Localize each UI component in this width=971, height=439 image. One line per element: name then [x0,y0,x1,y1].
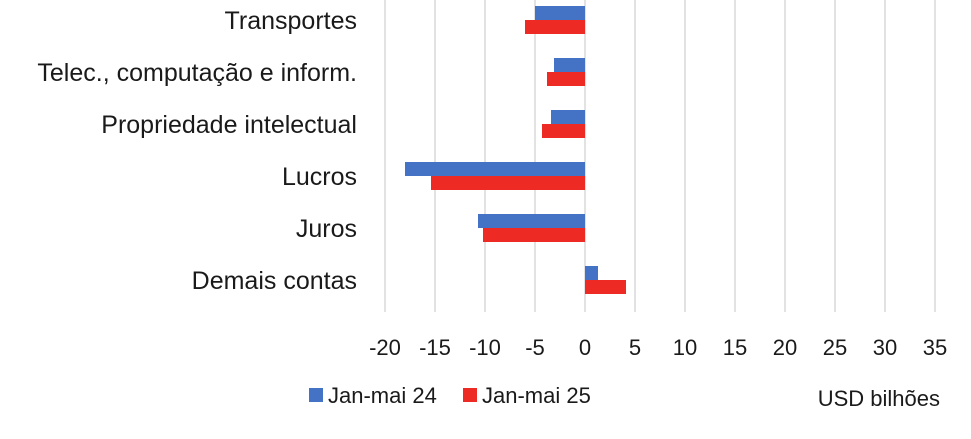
bars [405,6,626,294]
x-tick-label: 10 [673,335,697,360]
bar-jan-mai-24-propriedade-intelectual [551,110,585,124]
category-label-transportes: Transportes [225,7,357,35]
x-axis-unit-label: USD bilhões [818,386,940,411]
x-tick-label: -10 [469,335,501,360]
x-tick-label: 30 [873,335,897,360]
bar-jan-mai-25-demais-contas [585,280,626,294]
bar-jan-mai-24-telec-computacao-e-inform [554,58,585,72]
x-tick-label: -5 [525,335,545,360]
x-tick-label: 5 [629,335,641,360]
bar-jan-mai-24-transportes [535,6,585,20]
bar-jan-mai-25-telec-computacao-e-inform [547,72,585,86]
bar-jan-mai-25-propriedade-intelectual [542,124,585,138]
x-tick-labels: -20 -15 -10 -5 0 5 10 15 20 25 30 35 [369,335,947,360]
x-tick-label: 25 [823,335,847,360]
bar-jan-mai-24-juros [478,214,585,228]
bar-jan-mai-25-transportes [525,20,585,34]
x-tick-label: 20 [773,335,797,360]
x-tick-label: 0 [579,335,591,360]
category-label-telec-computacao-e-inform: Telec., computação e inform. [37,59,357,87]
legend-label-jan-mai-24: Jan-mai 24 [328,383,437,408]
legend-label-jan-mai-25: Jan-mai 25 [482,383,591,408]
x-tick-label: -20 [369,335,401,360]
bar-jan-mai-24-lucros [405,162,585,176]
bar-jan-mai-25-lucros [431,176,585,190]
category-label-lucros: Lucros [282,163,357,191]
x-tick-label: 35 [923,335,947,360]
bar-jan-mai-25-juros [483,228,585,242]
x-tick-label: 15 [723,335,747,360]
category-labels: Transportes Telec., computação e inform. P… [37,7,357,295]
bar-jan-mai-24-demais-contas [585,266,598,280]
category-label-juros: Juros [296,215,357,243]
category-label-propriedade-intelectual: Propriedade intelectual [101,111,357,139]
gridlines [384,0,936,312]
legend-swatch-jan-mai-24 [309,388,323,402]
legend: Jan-mai 24 Jan-mai 25 [309,383,591,408]
x-tick-label: -15 [419,335,451,360]
category-label-demais-contas: Demais contas [192,267,357,295]
legend-swatch-jan-mai-25 [463,388,477,402]
